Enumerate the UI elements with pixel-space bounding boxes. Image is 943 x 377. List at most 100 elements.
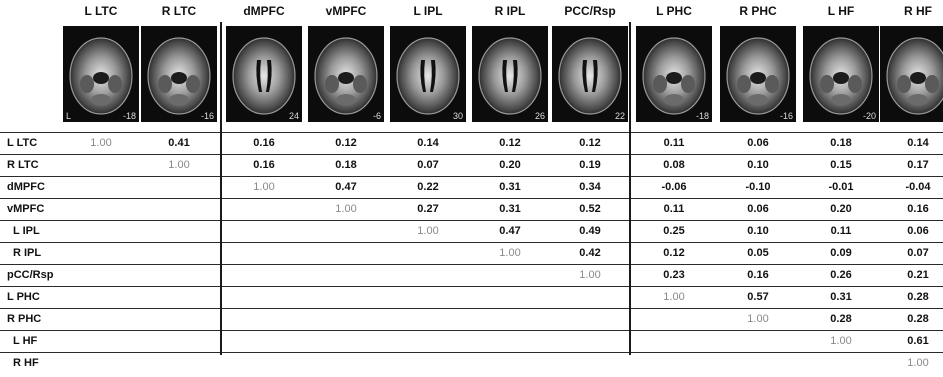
matrix-cell: 0.19 <box>579 159 601 171</box>
matrix-cell: 0.12 <box>579 137 601 149</box>
row-divider <box>0 308 943 309</box>
brain-scan-image: 24 <box>226 26 302 122</box>
matrix-cell: 0.28 <box>907 291 929 303</box>
matrix-cell: 0.47 <box>335 181 357 193</box>
matrix-cell: 0.09 <box>830 247 852 259</box>
row-divider <box>0 220 943 221</box>
row-label-l-ipl: L IPL <box>13 225 40 237</box>
column-header-r-ltc: R LTC <box>161 4 197 18</box>
row-label-l-phc: L PHC <box>7 291 40 303</box>
matrix-cell: 0.18 <box>830 137 852 149</box>
slice-number: -16 <box>779 111 793 121</box>
row-label-vmpfc: vMPFC <box>7 203 45 215</box>
brain-scan-image: -18 <box>636 26 712 122</box>
row-divider <box>0 132 943 133</box>
matrix-cell: 0.06 <box>747 203 769 215</box>
slice-number: -18 <box>695 111 709 121</box>
matrix-cell: 0.20 <box>499 159 521 171</box>
brain-scan-image: -16 <box>720 26 796 122</box>
row-divider <box>0 198 943 199</box>
matrix-cell: 0.27 <box>417 203 439 215</box>
column-divider <box>220 22 222 355</box>
slice-number: 22 <box>614 111 625 121</box>
matrix-cell: 1.00 <box>747 313 769 325</box>
matrix-cell: 0.47 <box>499 225 521 237</box>
column-header-r-hf: R HF <box>904 4 932 18</box>
matrix-cell: 1.00 <box>907 357 929 369</box>
matrix-cell: 0.12 <box>335 137 357 149</box>
matrix-cell: 0.12 <box>663 247 685 259</box>
column-header-r-phc: R PHC <box>739 4 777 18</box>
column-header-l-ltc: L LTC <box>84 4 118 18</box>
row-label-l-ltc: L LTC <box>7 137 38 149</box>
slice-number: 30 <box>452 111 463 121</box>
row-divider <box>0 154 943 155</box>
slice-number: 26 <box>534 111 545 121</box>
slice-number: -16 <box>200 111 214 121</box>
matrix-cell: -0.01 <box>828 181 854 193</box>
matrix-cell: 0.15 <box>830 159 852 171</box>
matrix-cell: 0.07 <box>417 159 439 171</box>
column-header-pcc-rsp: PCC/Rsp <box>564 4 616 18</box>
matrix-cell: 0.07 <box>907 247 929 259</box>
row-label-r-ltc: R LTC <box>7 159 39 171</box>
column-header-vmpfc: vMPFC <box>325 4 367 18</box>
matrix-cell: 0.26 <box>830 269 852 281</box>
row-label-r-phc: R PHC <box>7 313 42 325</box>
matrix-cell: 0.11 <box>663 203 685 215</box>
matrix-cell: 0.20 <box>830 203 852 215</box>
row-divider <box>0 242 943 243</box>
column-header-l-hf: L HF <box>827 4 855 18</box>
matrix-cell: 0.18 <box>335 159 357 171</box>
matrix-cell: 0.61 <box>907 335 929 347</box>
matrix-cell: 0.05 <box>747 247 769 259</box>
brain-scan-image: -20 <box>803 26 879 122</box>
brain-scan-image: 26 <box>472 26 548 122</box>
matrix-cell: 0.06 <box>747 137 769 149</box>
matrix-cell: 0.49 <box>579 225 601 237</box>
matrix-cell: 0.12 <box>499 137 521 149</box>
matrix-cell: -0.06 <box>661 181 687 193</box>
matrix-cell: 0.10 <box>747 225 769 237</box>
column-header-dmpfc: dMPFC <box>243 4 285 18</box>
matrix-cell: 0.28 <box>830 313 852 325</box>
matrix-cell: 0.06 <box>907 225 929 237</box>
row-label-r-ipl: R IPL <box>13 247 42 259</box>
row-divider <box>0 286 943 287</box>
matrix-cell: 0.16 <box>253 137 275 149</box>
matrix-cell: 0.14 <box>907 137 929 149</box>
hemisphere-marker: L <box>66 111 72 121</box>
column-header-l-ipl: L IPL <box>413 4 443 18</box>
slice-number: -20 <box>862 111 876 121</box>
matrix-cell: 0.17 <box>907 159 929 171</box>
matrix-cell: 0.22 <box>417 181 439 193</box>
slice-number: -18 <box>122 111 136 121</box>
matrix-cell: 1.00 <box>830 335 852 347</box>
matrix-cell: 0.25 <box>663 225 685 237</box>
column-header-l-phc: L PHC <box>656 4 692 18</box>
matrix-cell: 1.00 <box>499 247 521 259</box>
matrix-cell: 0.14 <box>417 137 439 149</box>
matrix-cell: 0.52 <box>579 203 601 215</box>
brain-scan-image: -16 <box>141 26 217 122</box>
matrix-cell: 1.00 <box>663 291 685 303</box>
brain-scan-image <box>880 26 943 122</box>
row-divider <box>0 176 943 177</box>
matrix-cell: 0.31 <box>499 181 521 193</box>
matrix-cell: 1.00 <box>253 181 275 193</box>
slice-number: 24 <box>288 111 299 121</box>
matrix-cell: 0.28 <box>907 313 929 325</box>
row-label-r-hf: R HF <box>13 357 39 369</box>
matrix-cell: 1.00 <box>579 269 601 281</box>
matrix-cell: 0.08 <box>663 159 685 171</box>
matrix-cell: 0.16 <box>253 159 275 171</box>
brain-scan-image: -6 <box>308 26 384 122</box>
slice-number: -6 <box>372 111 381 121</box>
column-header-r-ipl: R IPL <box>494 4 526 18</box>
matrix-cell: 1.00 <box>417 225 439 237</box>
row-label-pcc-rsp: pCC/Rsp <box>7 269 54 281</box>
row-divider <box>0 330 943 331</box>
matrix-cell: 0.16 <box>907 203 929 215</box>
brain-scan-image: 22 <box>552 26 628 122</box>
